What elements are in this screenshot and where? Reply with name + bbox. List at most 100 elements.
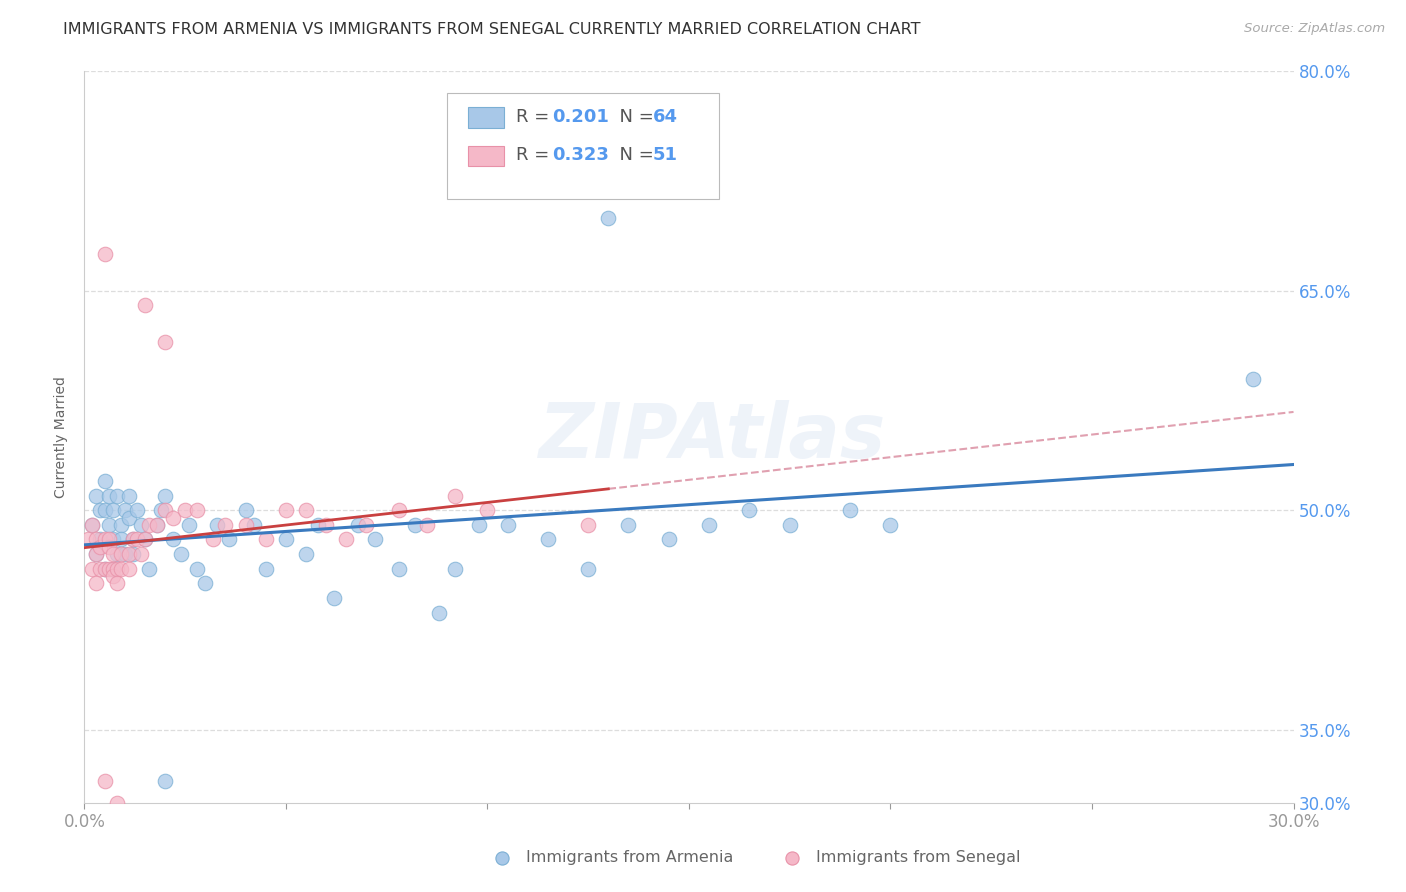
Point [82,517,104,532]
Point [617,517,640,532]
Point [307,517,329,532]
Point [1241,371,1264,385]
Point [537,533,560,547]
Point [162,533,184,547]
Point [134,533,156,547]
Point [335,533,357,547]
Point [101,533,124,547]
Point [82,517,104,532]
Text: IMMIGRANTS FROM ARMENIA VS IMMIGRANTS FROM SENEGAL CURRENTLY MARRIED CORRELATION: IMMIGRANTS FROM ARMENIA VS IMMIGRANTS FR… [63,22,921,37]
Point [697,517,720,532]
Point [101,562,124,576]
Point [105,547,128,561]
Point [218,533,240,547]
Point [356,517,378,532]
Point [82,562,104,576]
Text: ZIPAtlas: ZIPAtlas [540,401,887,474]
Point [576,562,599,576]
Point [477,503,499,517]
Point [77,533,100,547]
Point [121,533,143,547]
Point [879,517,901,532]
Point [86,576,108,591]
Text: R =: R = [516,146,555,164]
Text: N =: N = [607,146,659,164]
Text: 0.323: 0.323 [553,146,609,164]
FancyBboxPatch shape [468,146,503,167]
Point [89,503,111,517]
Text: R =: R = [516,109,555,127]
Point [444,489,467,503]
Point [89,540,111,554]
Point [149,503,172,517]
Point [153,489,176,503]
Text: Immigrants from Senegal: Immigrants from Senegal [815,850,1021,865]
Point [89,533,111,547]
Point [274,503,297,517]
Point [125,503,148,517]
Point [170,547,193,561]
Point [416,517,439,532]
Point [110,547,132,561]
Point [235,517,257,532]
Point [363,533,385,547]
Point [388,503,411,517]
Point [186,503,208,517]
Point [295,547,318,561]
Point [97,533,120,547]
Point [97,562,120,576]
Point [134,298,156,312]
Point [121,547,143,561]
Point [138,562,160,576]
Point [598,211,620,225]
Point [153,334,176,349]
Point [839,503,862,517]
Point [105,576,128,591]
Point [118,489,141,503]
Point [194,576,217,591]
Point [134,533,156,547]
Point [444,562,467,576]
Text: 51: 51 [652,146,678,164]
Point [576,517,599,532]
Point [101,569,124,583]
Point [347,517,370,532]
Point [162,510,184,524]
Point [86,533,108,547]
Point [93,533,115,547]
Point [388,562,411,576]
Point [89,562,111,576]
Point [105,489,128,503]
Point [153,773,176,788]
Point [118,547,141,561]
Point [86,489,108,503]
Point [93,562,115,576]
Point [214,517,236,532]
Point [235,503,257,517]
Point [779,517,801,532]
Point [179,517,201,532]
Point [110,517,132,532]
FancyBboxPatch shape [447,94,720,200]
Text: Source: ZipAtlas.com: Source: ZipAtlas.com [1244,22,1385,36]
Point [738,503,761,517]
Point [207,517,229,532]
Point [404,517,426,532]
Point [129,517,152,532]
Text: Immigrants from Armenia: Immigrants from Armenia [526,850,733,865]
Point [242,517,264,532]
Point [86,547,108,561]
Point [315,517,337,532]
Point [110,533,132,547]
Point [274,533,297,547]
Point [97,540,120,554]
Point [174,503,197,517]
FancyBboxPatch shape [468,107,503,128]
Point [93,247,115,261]
Point [146,517,169,532]
Point [496,517,519,532]
Point [101,547,124,561]
Point [658,533,681,547]
Point [202,533,225,547]
Point [93,503,115,517]
